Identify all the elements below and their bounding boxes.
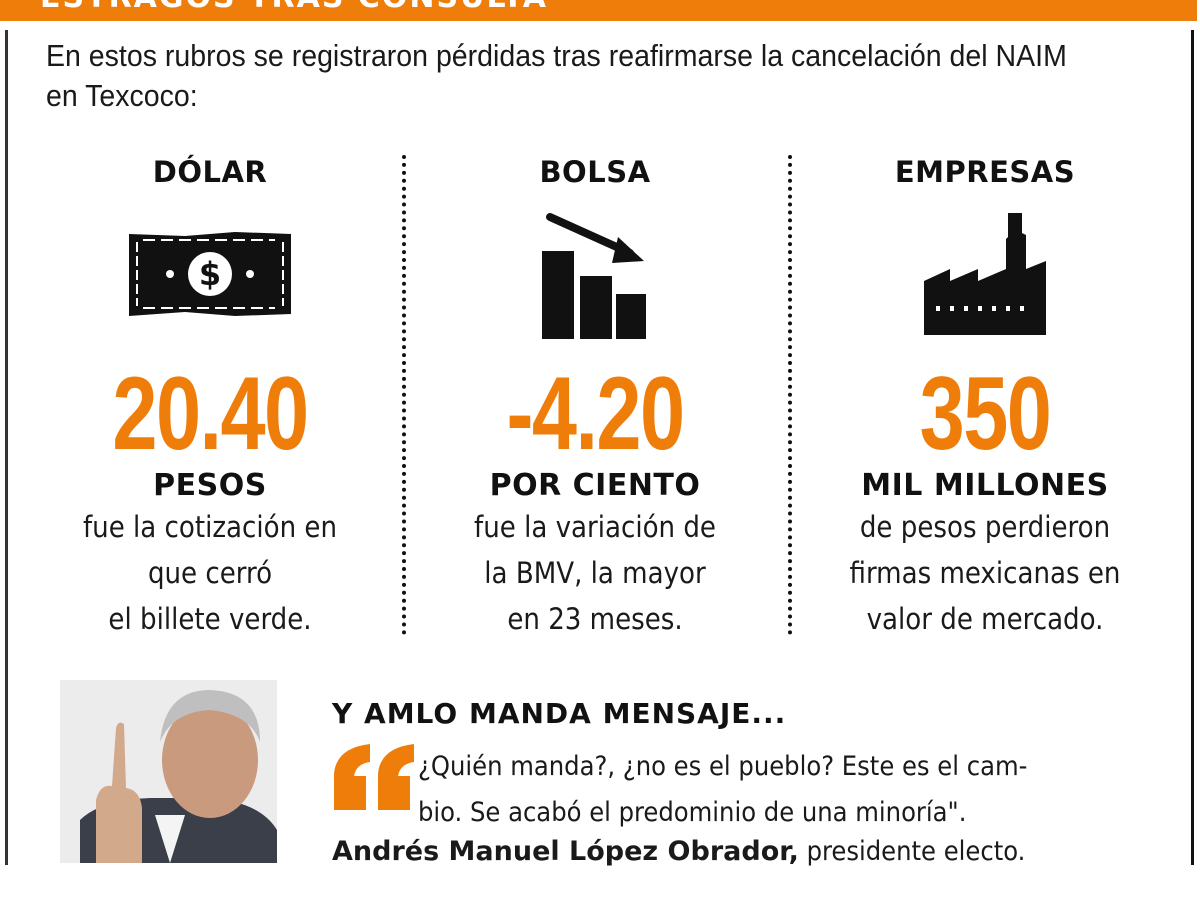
stat-column-empresas: EMPRESAS 350 MIL MILLONES de pesos perdi… <box>795 150 1175 642</box>
stat-column-bolsa: BOLSA -4.20 POR CIENTO fue la variación … <box>405 150 785 642</box>
column-title: EMPRESAS <box>894 155 1076 189</box>
quote-attribution: Andrés Manuel López Obrador, presidente … <box>332 832 1025 872</box>
quote-line-1: ¿Quién manda?, ¿no es el pueblo? Este es… <box>418 751 1028 782</box>
stat-value: 20.40 <box>112 356 309 472</box>
stat-unit: MIL MILLONES <box>861 468 1109 503</box>
dollar-bill-icon: $ <box>129 232 291 316</box>
quote-mark-icon <box>334 744 414 810</box>
quote-heading: Y AMLO MANDA MENSAJE... <box>332 697 787 730</box>
column-divider <box>402 155 406 635</box>
right-border <box>1191 30 1194 865</box>
stat-description: fue la cotización en que cerró el billet… <box>82 510 337 636</box>
quote-line-2: bio. Se acabó el predominio de una minor… <box>418 797 967 828</box>
banner-title: ESTRAGOS TRAS CONSULTA <box>40 0 548 15</box>
quote-author-role: presidente electo. <box>798 836 1026 867</box>
declining-bar-chart-icon <box>542 213 646 339</box>
column-title: DÓLAR <box>152 155 268 189</box>
svg-text:$: $ <box>199 255 221 293</box>
stat-value: -4.20 <box>506 356 685 472</box>
factory-icon <box>924 213 1046 335</box>
intro-text: En estos rubros se registraron pérdidas … <box>46 38 1067 113</box>
stat-value: 350 <box>919 356 1052 472</box>
column-divider <box>788 155 792 635</box>
amlo-photo <box>60 680 277 863</box>
stat-unit: POR CIENTO <box>489 468 701 503</box>
stat-column-dolar: DÓLAR $ 20.40 PESOS fue la cotización en… <box>20 150 400 642</box>
stat-description: fue la variación de la BMV, la mayor en … <box>474 510 716 636</box>
quote-author: Andrés Manuel López Obrador, <box>332 836 799 867</box>
person-portrait-icon <box>60 680 277 863</box>
stat-description: de pesos perdieron firmas mexicanas en v… <box>849 510 1121 636</box>
left-border <box>5 30 8 865</box>
header-banner: ESTRAGOS TRAS CONSULTA <box>0 0 1197 21</box>
column-title: BOLSA <box>539 155 651 189</box>
stat-unit: PESOS <box>153 468 267 503</box>
